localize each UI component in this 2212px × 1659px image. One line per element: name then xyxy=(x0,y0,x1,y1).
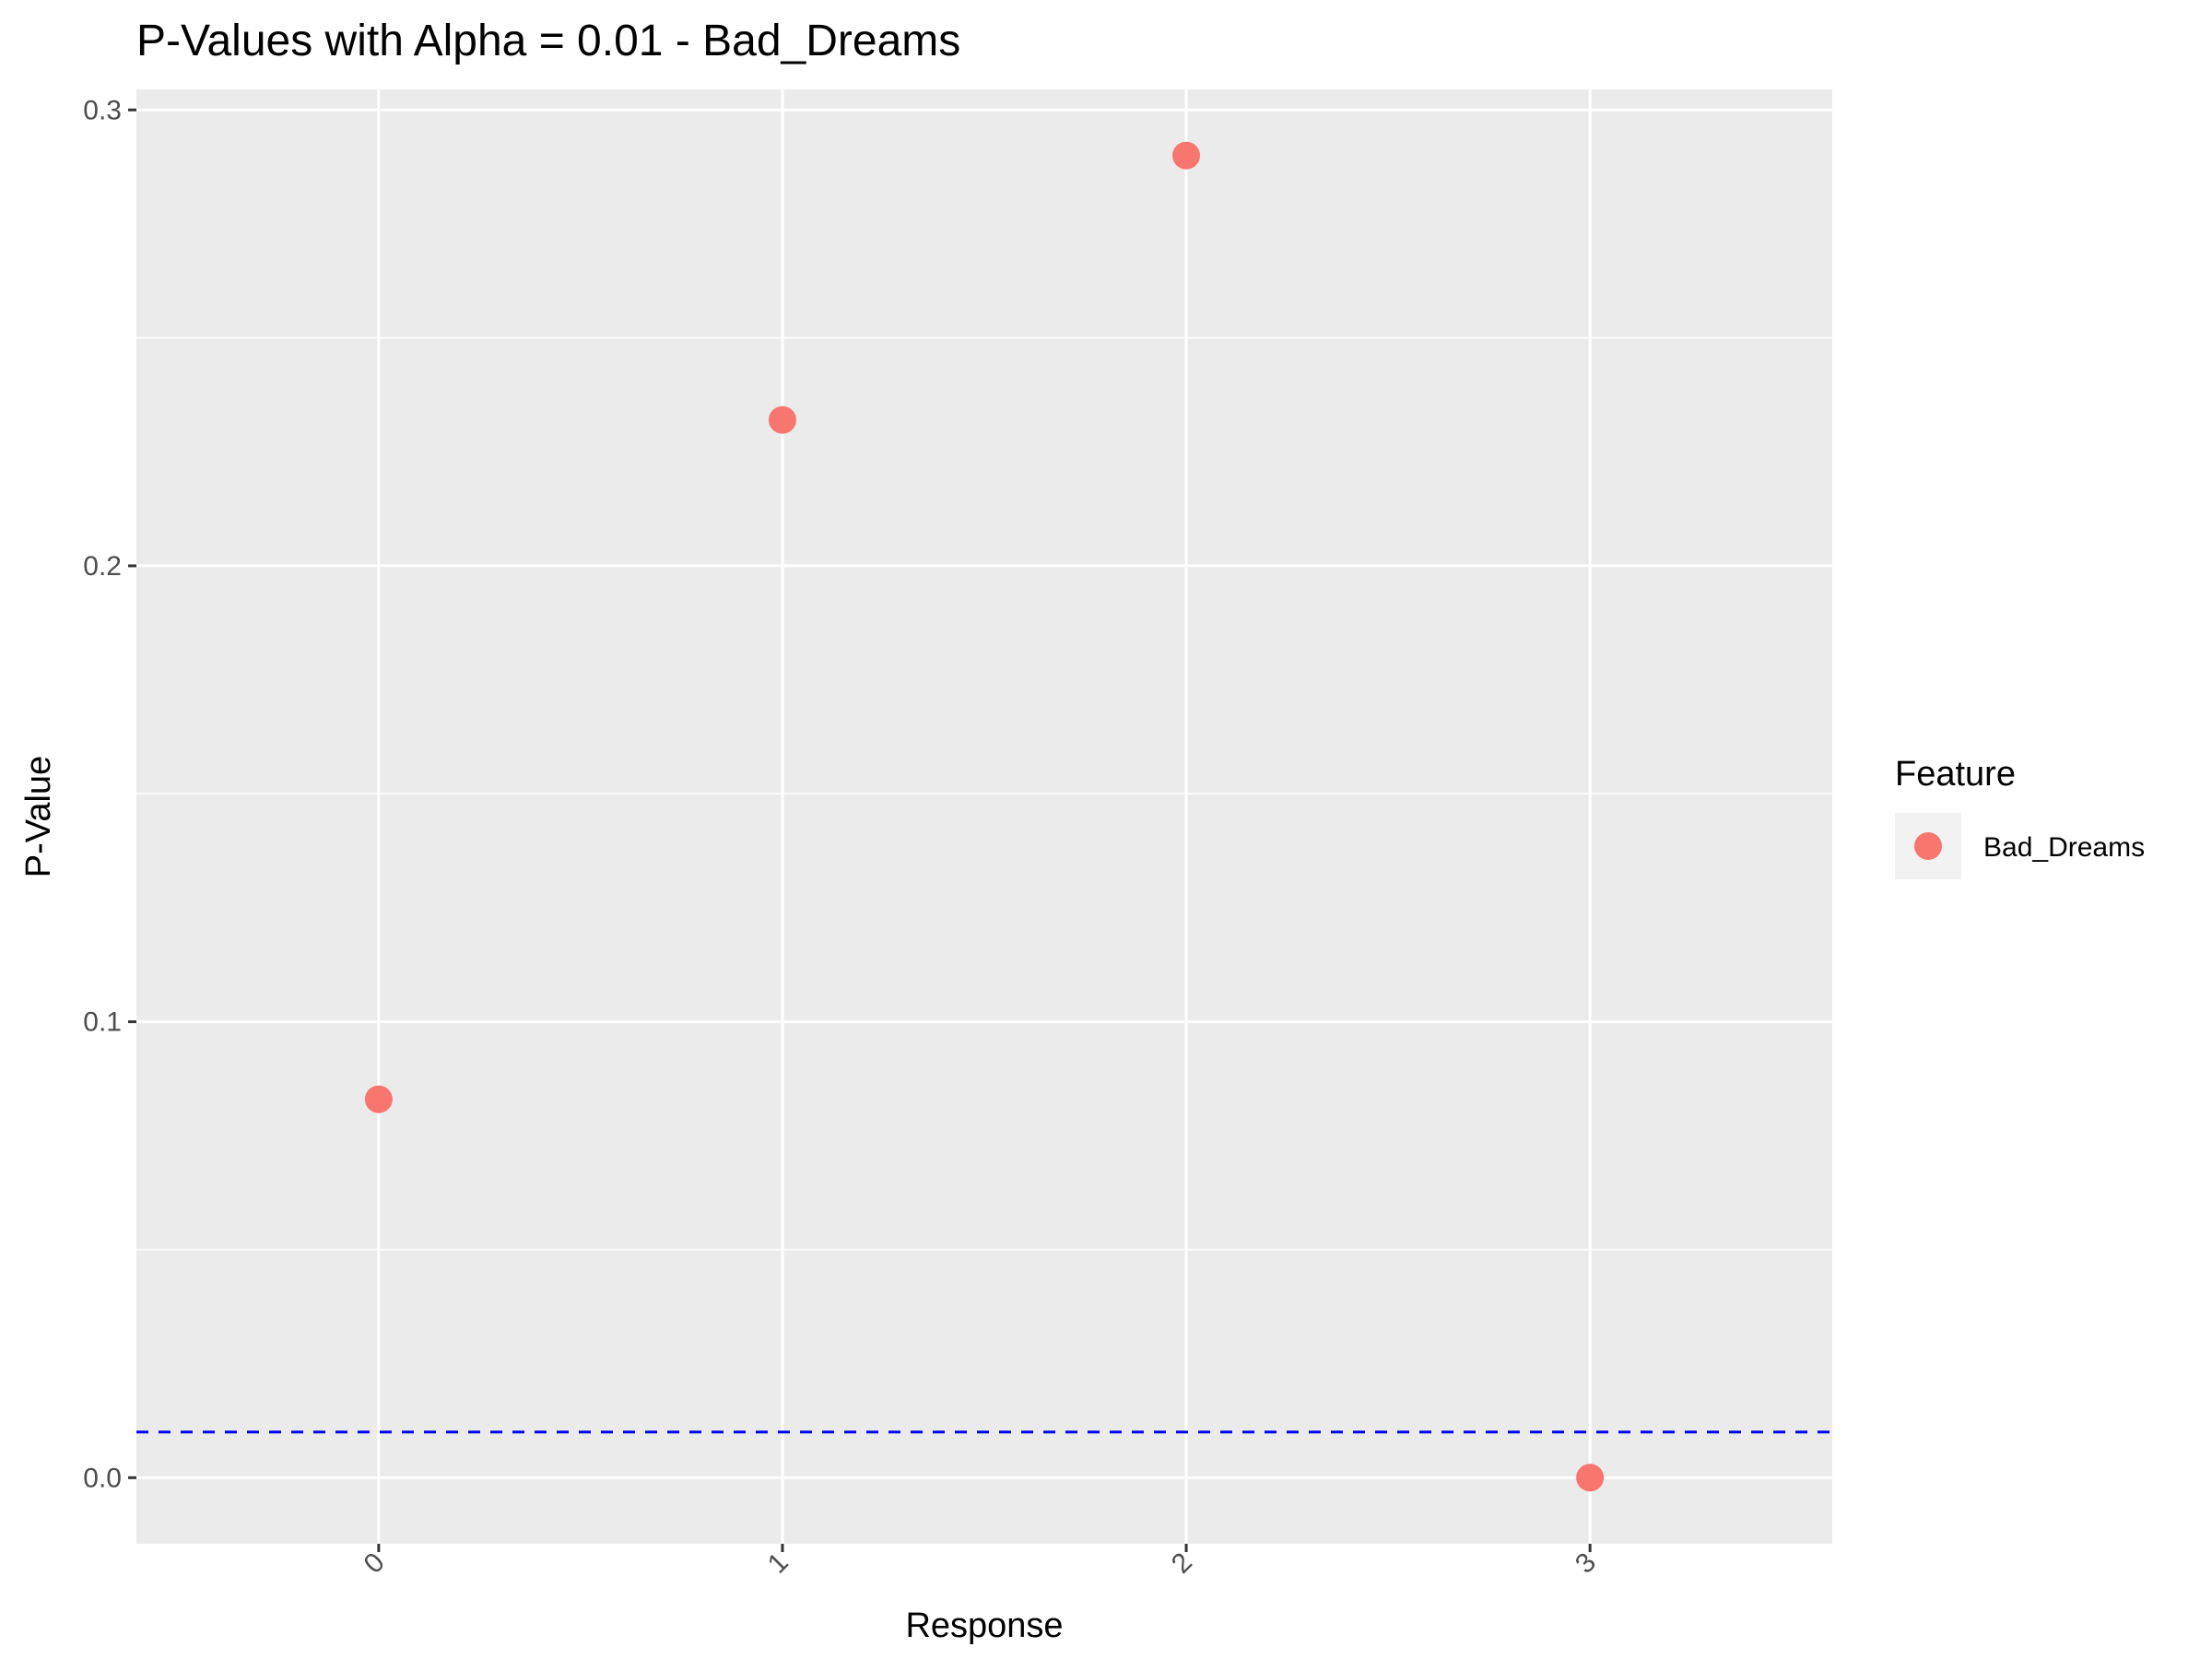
data-point-response-0 xyxy=(364,1085,393,1113)
data-point-response-3 xyxy=(1576,1464,1605,1492)
y-tick-label: 0.0 xyxy=(83,1463,122,1493)
x-tick-label: 0 xyxy=(359,1547,391,1580)
major-gridlines xyxy=(136,89,1832,1544)
x-tick-label: 2 xyxy=(1166,1547,1198,1580)
legend-title: Feature xyxy=(1895,755,2016,794)
x-tick-label: 1 xyxy=(762,1547,794,1580)
y-axis: 0.0 0.1 0.2 0.3 xyxy=(83,95,136,1493)
x-axis: 0 1 2 3 xyxy=(359,1544,1602,1580)
minor-gridlines xyxy=(136,336,1832,1251)
y-tick-label: 0.1 xyxy=(83,1007,122,1038)
plot-panel xyxy=(136,89,1832,1544)
x-tick-label: 3 xyxy=(1570,1547,1602,1580)
legend-key-marker xyxy=(1914,832,1942,860)
legend-label-bad-dreams: Bad_Dreams xyxy=(1983,832,2145,863)
y-tick-label: 0.3 xyxy=(83,95,122,125)
data-points xyxy=(364,141,1605,1492)
x-axis-title: Response xyxy=(905,1606,1063,1645)
y-axis-title: P-Value xyxy=(19,756,58,877)
data-point-response-1 xyxy=(768,406,796,434)
y-tick-label: 0.2 xyxy=(83,551,122,582)
chart-title: P-Values with Alpha = 0.01 - Bad_Dreams xyxy=(136,17,960,65)
data-point-response-2 xyxy=(1172,141,1201,170)
legend: Feature Bad_Dreams xyxy=(1895,755,2145,879)
